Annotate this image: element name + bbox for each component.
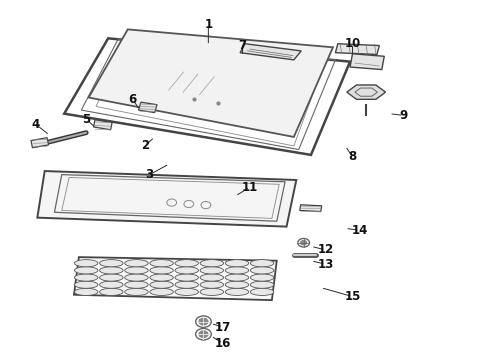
Text: 8: 8 [348,150,357,163]
Ellipse shape [125,281,148,288]
Text: 7: 7 [239,39,246,52]
Polygon shape [31,138,49,148]
Text: 4: 4 [32,118,40,131]
Ellipse shape [225,274,249,281]
Ellipse shape [250,281,274,288]
Text: 5: 5 [82,113,90,126]
Ellipse shape [250,274,274,281]
Ellipse shape [125,260,148,267]
Ellipse shape [74,260,98,267]
Polygon shape [94,120,112,130]
Polygon shape [37,171,296,226]
Polygon shape [89,30,333,137]
Text: 9: 9 [400,109,408,122]
Ellipse shape [225,260,249,267]
Circle shape [199,331,208,337]
Ellipse shape [200,260,223,267]
Polygon shape [240,44,301,60]
Text: 14: 14 [352,224,368,237]
Text: 3: 3 [146,168,154,181]
Ellipse shape [74,281,98,288]
Text: 12: 12 [318,243,334,256]
Ellipse shape [150,267,173,274]
Ellipse shape [175,267,198,274]
Ellipse shape [150,260,173,267]
Polygon shape [139,102,157,113]
Ellipse shape [200,288,223,296]
Circle shape [301,240,307,245]
Ellipse shape [125,267,148,274]
Ellipse shape [99,274,123,281]
Ellipse shape [250,288,274,296]
Ellipse shape [225,288,249,296]
Ellipse shape [150,281,173,288]
Text: 15: 15 [344,290,361,303]
Ellipse shape [225,267,249,274]
Polygon shape [300,205,322,212]
Text: 13: 13 [318,258,334,271]
Text: 11: 11 [242,181,258,194]
Ellipse shape [200,281,223,288]
Polygon shape [350,54,384,69]
Text: 17: 17 [215,320,231,333]
Ellipse shape [175,274,198,281]
Ellipse shape [150,274,173,281]
Polygon shape [74,257,277,300]
Text: 6: 6 [128,93,137,106]
Ellipse shape [150,288,173,296]
Ellipse shape [74,274,98,281]
Ellipse shape [125,288,148,296]
Ellipse shape [250,260,274,267]
Ellipse shape [99,288,123,296]
Ellipse shape [99,267,123,274]
Ellipse shape [200,267,223,274]
Ellipse shape [175,288,198,296]
Circle shape [199,319,208,325]
Text: 2: 2 [141,139,149,152]
Ellipse shape [99,260,123,267]
Ellipse shape [99,281,123,288]
Ellipse shape [200,274,223,281]
Ellipse shape [74,288,98,296]
Ellipse shape [250,267,274,274]
Ellipse shape [125,274,148,281]
Text: 16: 16 [215,337,231,350]
Text: 1: 1 [204,18,213,31]
Ellipse shape [175,260,198,267]
Ellipse shape [74,267,98,274]
Ellipse shape [175,281,198,288]
Ellipse shape [225,281,249,288]
Text: 10: 10 [344,37,361,50]
Polygon shape [347,85,386,99]
Polygon shape [335,44,379,54]
